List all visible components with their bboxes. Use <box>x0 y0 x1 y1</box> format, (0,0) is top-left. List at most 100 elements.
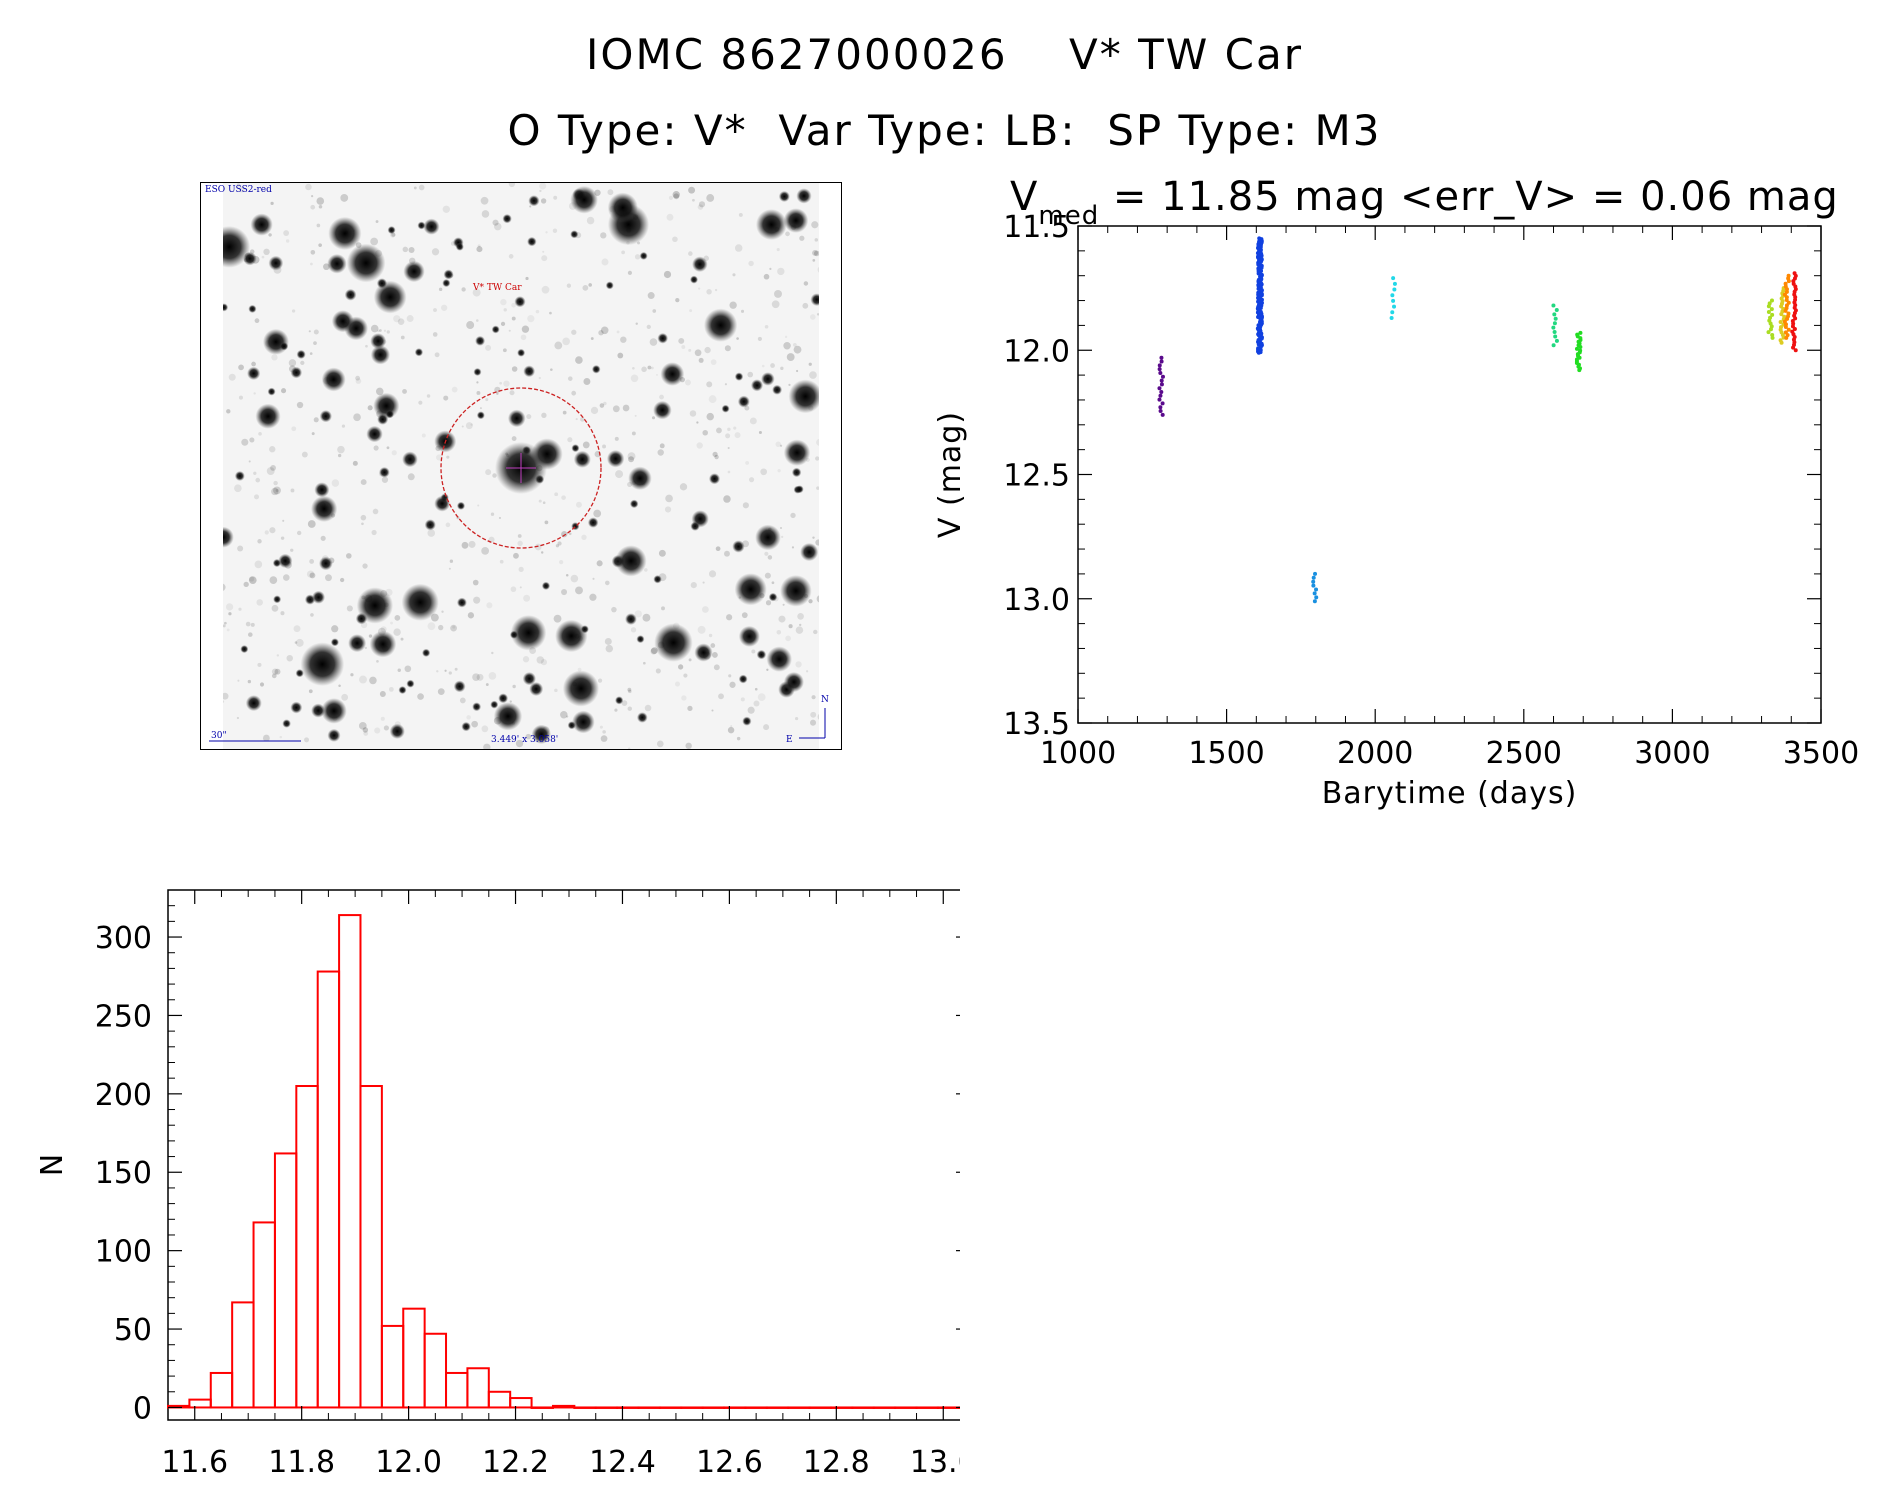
faint-star <box>724 550 730 557</box>
faint-star <box>780 366 784 371</box>
finder-chart-image: ESO USS2-red V* TW Car 30" 3.449' x 3.05… <box>200 182 842 750</box>
faint-star <box>472 579 479 586</box>
faint-star <box>620 336 627 343</box>
faint-star <box>568 532 572 536</box>
faint-star <box>651 416 656 420</box>
faint-star <box>280 536 285 540</box>
faint-star <box>264 530 269 535</box>
faint-star <box>254 318 260 324</box>
faint-star <box>309 559 315 564</box>
faint-star <box>248 632 253 637</box>
star <box>370 345 391 365</box>
faint-star <box>436 454 443 461</box>
faint-star <box>740 309 745 313</box>
faint-star <box>632 366 635 370</box>
faint-star <box>810 711 817 718</box>
faint-star <box>681 345 686 349</box>
faint-star <box>269 446 276 453</box>
star <box>737 395 750 408</box>
faint-star <box>243 581 249 588</box>
faint-star <box>764 551 769 556</box>
star <box>376 278 388 289</box>
faint-star <box>249 437 255 443</box>
x-tick-label: 12.2 <box>482 1445 549 1480</box>
faint-star <box>706 289 712 295</box>
histogram-bar <box>530 1406 554 1409</box>
faint-star <box>465 422 473 430</box>
star <box>732 540 745 553</box>
faint-star <box>511 436 517 441</box>
faint-star <box>379 329 382 332</box>
lightcurve-point <box>1160 374 1165 379</box>
faint-star <box>621 250 625 255</box>
faint-star <box>358 721 367 730</box>
faint-star <box>559 559 564 565</box>
faint-star <box>815 456 820 461</box>
faint-star <box>374 727 381 734</box>
faint-star <box>795 661 802 668</box>
star <box>766 646 792 672</box>
faint-star <box>248 576 255 582</box>
star <box>507 409 526 428</box>
finder-chart-canvas <box>201 183 841 749</box>
star <box>331 310 354 333</box>
faint-star <box>225 603 234 611</box>
faint-star <box>740 697 745 702</box>
faint-star <box>448 671 452 675</box>
faint-star <box>466 321 475 330</box>
faint-star <box>337 453 342 458</box>
faint-star <box>352 460 358 466</box>
faint-star <box>600 326 609 335</box>
histogram-bar <box>616 1406 640 1409</box>
star <box>314 482 330 498</box>
lightcurve-point <box>1553 316 1558 321</box>
lightcurve-point <box>1256 350 1261 355</box>
lightcurve-point <box>1160 401 1165 406</box>
faint-star <box>488 672 497 680</box>
histogram-bar <box>658 1406 683 1409</box>
star <box>783 671 804 693</box>
faint-star <box>338 684 341 688</box>
faint-star <box>605 644 614 653</box>
star <box>615 696 624 705</box>
faint-star <box>221 692 229 700</box>
faint-star <box>696 442 703 449</box>
faint-star <box>450 624 457 632</box>
faint-star <box>402 389 407 394</box>
star <box>267 387 276 396</box>
faint-star <box>802 302 809 309</box>
lightcurve-point <box>1392 287 1397 292</box>
star <box>247 366 261 381</box>
faint-star <box>367 405 373 411</box>
faint-star <box>674 681 681 687</box>
faint-star <box>238 395 243 400</box>
lightcurve-point <box>1578 345 1583 350</box>
faint-star <box>271 673 277 679</box>
x-axis-label: V (mag) <box>445 1489 572 1490</box>
histogram-bar <box>402 1307 426 1409</box>
faint-star <box>758 430 762 434</box>
faint-star <box>803 281 809 286</box>
faint-star <box>320 535 326 541</box>
star <box>657 332 669 344</box>
faint-star <box>697 204 704 210</box>
faint-star <box>311 432 315 436</box>
faint-star <box>748 477 755 483</box>
faint-star <box>775 441 782 448</box>
faint-star <box>390 621 393 625</box>
faint-star <box>271 487 279 496</box>
faint-star <box>290 488 295 493</box>
star <box>738 674 748 684</box>
faint-star <box>652 309 657 313</box>
faint-star <box>310 249 316 255</box>
faint-star <box>679 483 688 491</box>
faint-star <box>766 668 769 671</box>
faint-star <box>614 708 618 712</box>
faint-star <box>536 656 545 664</box>
faint-star <box>795 717 799 721</box>
y-axis-label: V (mag) <box>933 411 968 538</box>
survey-label: ESO USS2-red <box>205 185 272 195</box>
faint-star <box>602 444 606 449</box>
faint-star <box>391 450 397 456</box>
faint-star <box>806 670 809 673</box>
